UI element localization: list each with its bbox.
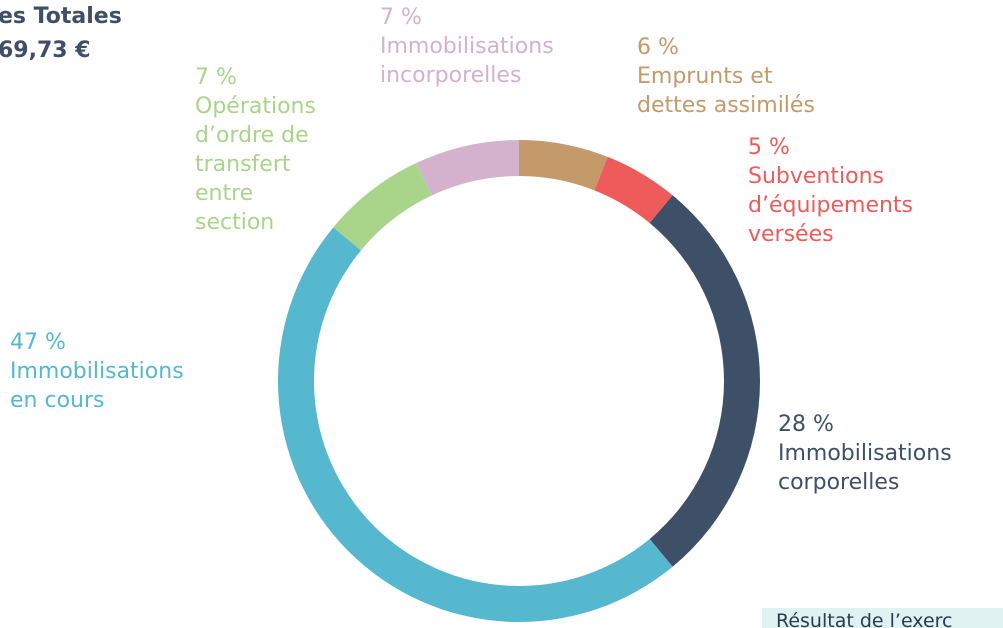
segment-percent: 7 % (380, 5, 422, 30)
segment-name: Immobilisations incorporelles (380, 34, 554, 88)
segment-name: Emprunts et dettes assimilés (637, 64, 815, 118)
donut-segment (416, 140, 519, 196)
segment-name: Immobilisations corporelles (778, 441, 952, 495)
segment-percent: 47 % (10, 330, 66, 355)
segment-percent: 6 % (637, 35, 679, 60)
title-line: es Totales (0, 4, 122, 29)
segment-percent: 5 % (748, 135, 790, 160)
segment-percent: 28 % (778, 412, 834, 437)
donut-segment (333, 162, 432, 251)
segment-name: Opérations d’ordre de transfert entre se… (195, 94, 316, 235)
segment-name: Subventions d’équipements versées (748, 164, 914, 247)
donut-segment (594, 156, 673, 224)
donut-segment (649, 195, 760, 567)
donut-segment (519, 140, 608, 191)
donut-segment (277, 227, 673, 623)
segment-name: Immobilisations en cours (10, 359, 184, 413)
segment-percent: 7 % (195, 65, 237, 90)
title-line: 69,73 € (0, 38, 91, 63)
result-box: Résultat de l’exerc (762, 608, 1003, 628)
result-text: Résultat de l’exerc (776, 610, 953, 628)
